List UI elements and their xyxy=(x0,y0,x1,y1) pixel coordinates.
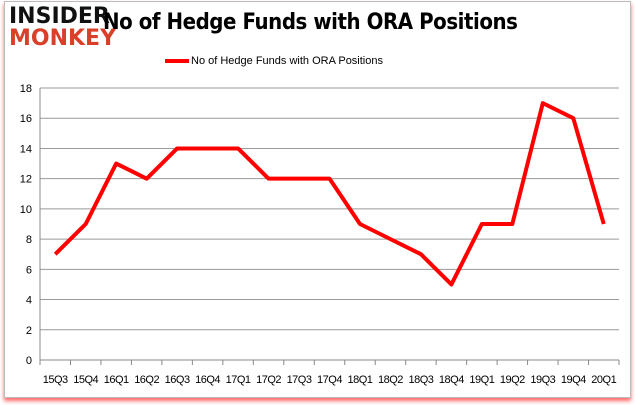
chart-frame xyxy=(4,1,631,398)
x-tick-label: 17Q2 xyxy=(256,374,281,386)
series-line xyxy=(53,101,606,287)
x-tick-label: 20Q1 xyxy=(591,374,616,386)
y-tick-label: 10 xyxy=(20,204,32,216)
y-tick-label: 4 xyxy=(26,295,32,307)
insider-monkey-logo: INSIDER MONKEY xyxy=(9,6,116,50)
x-tick-label: 16Q3 xyxy=(165,374,190,386)
y-tick-label: 16 xyxy=(20,113,32,125)
y-tick-label: 6 xyxy=(26,264,32,276)
y-tick-label: 2 xyxy=(26,325,32,337)
y-tick-label: 8 xyxy=(26,234,32,246)
x-tick-label: 15Q4 xyxy=(73,374,98,386)
x-tick-label: 16Q1 xyxy=(104,374,129,386)
chart-title: No of Hedge Funds with ORA Positions xyxy=(103,10,518,35)
x-tick-label: 16Q4 xyxy=(195,374,220,386)
x-tick-label: 17Q1 xyxy=(226,374,251,386)
logo-line2: MONKEY xyxy=(9,26,117,51)
x-tick-label: 19Q4 xyxy=(561,374,586,386)
x-tick-label: 18Q1 xyxy=(348,374,373,386)
legend: No of Hedge Funds with ORA Positions xyxy=(165,55,383,67)
y-tick-label: 18 xyxy=(20,83,32,95)
x-tick-label: 19Q2 xyxy=(500,374,525,386)
x-tick-label: 18Q3 xyxy=(408,374,433,386)
legend-swatch xyxy=(165,59,189,63)
x-tick-label: 18Q2 xyxy=(378,374,403,386)
y-tick-label: 14 xyxy=(20,143,32,155)
x-tick-label: 17Q3 xyxy=(287,374,312,386)
x-tick-label: 15Q3 xyxy=(43,374,68,386)
legend-label: No of Hedge Funds with ORA Positions xyxy=(191,55,383,67)
x-tick-label: 18Q4 xyxy=(439,374,464,386)
logo-line1: INSIDER xyxy=(9,4,110,29)
x-tick-label: 17Q4 xyxy=(317,374,342,386)
y-tick-label: 0 xyxy=(26,355,32,367)
x-tick-label: 19Q3 xyxy=(530,374,555,386)
x-tick-label: 19Q1 xyxy=(469,374,494,386)
y-tick-label: 12 xyxy=(20,174,32,186)
x-tick-label: 16Q2 xyxy=(134,374,159,386)
